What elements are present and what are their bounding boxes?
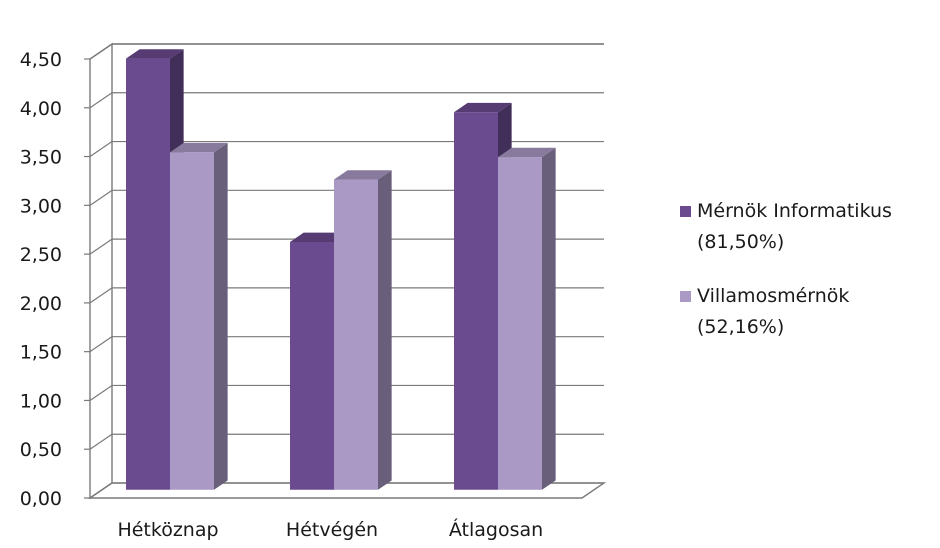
legend-label: Villamosmérnök <box>697 285 849 307</box>
bar-front <box>126 58 170 490</box>
bar-top <box>290 232 348 242</box>
bar-front <box>290 241 334 490</box>
bar-front <box>454 112 498 490</box>
bar-side <box>378 170 392 490</box>
y-tick-label: 2,00 <box>20 293 62 315</box>
bar-top <box>170 142 228 153</box>
bar-front <box>334 179 378 490</box>
bar-front <box>498 157 542 490</box>
gridline-side <box>89 433 113 450</box>
y-axis-ticks: 0,00 0,50 1,00 1,50 2,00 2,50 3,00 3,50 4,00 4,50 <box>20 49 90 510</box>
y-tick-label: 3,50 <box>20 147 62 169</box>
bar <box>334 170 392 490</box>
gridline-side <box>89 92 113 109</box>
y-tick-label: 3,00 <box>20 195 62 217</box>
gridline-side <box>89 43 113 60</box>
y-tick-label: 2,50 <box>20 244 62 266</box>
gridline-side <box>89 336 113 353</box>
x-category-label: Hétvégén <box>286 519 378 541</box>
gridline-side <box>89 141 113 158</box>
x-category-label: Átlagosan <box>449 518 543 541</box>
left-wall <box>89 42 113 500</box>
bar-top <box>454 102 512 113</box>
gridline-side <box>89 287 113 304</box>
x-category-label: Hétköznap <box>117 519 218 541</box>
legend: Mérnök Informatikus (81,50%) Villamosmérnö… <box>680 200 892 338</box>
gridline-side <box>89 238 113 255</box>
bars <box>126 49 556 490</box>
gridline-side <box>89 384 113 401</box>
gridline-side <box>89 189 113 206</box>
bar-top <box>126 49 184 59</box>
legend-item: Mérnök Informatikus (81,50%) <box>680 200 892 253</box>
y-tick-label: 4,50 <box>20 49 62 71</box>
legend-swatch <box>680 206 691 217</box>
legend-item: Villamosmérnök (52,16%) <box>680 285 849 338</box>
bar-top <box>334 170 392 180</box>
legend-label: (81,50%) <box>697 231 784 253</box>
gridline-side <box>89 482 113 499</box>
y-tick-label: 1,50 <box>20 342 62 364</box>
legend-swatch <box>680 291 691 302</box>
bar <box>170 142 228 490</box>
bar-top <box>498 147 556 158</box>
bar-side <box>542 147 556 490</box>
y-tick-label: 4,00 <box>20 98 62 120</box>
y-tick-label: 1,00 <box>20 390 62 412</box>
x-axis-categories: Hétköznap Hétvégén Átlagosan <box>117 518 543 541</box>
bar <box>498 147 556 490</box>
bar-side <box>214 142 228 490</box>
legend-label: (52,16%) <box>697 316 784 338</box>
y-tick-label: 0,00 <box>20 488 62 510</box>
bar-front <box>170 152 214 490</box>
legend-label: Mérnök Informatikus <box>697 200 892 222</box>
y-tick-label: 0,50 <box>20 439 62 461</box>
